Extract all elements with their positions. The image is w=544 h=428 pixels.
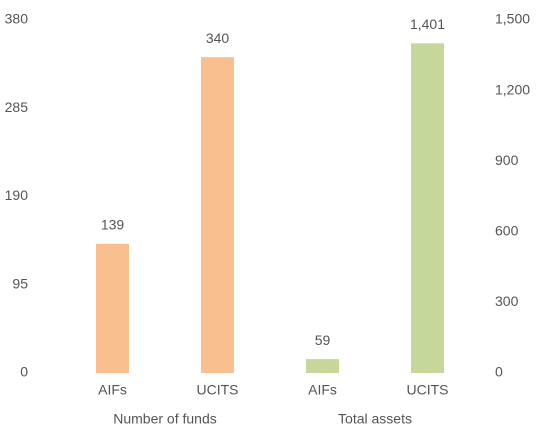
group-label: Total assets — [338, 411, 412, 427]
y2-tick-label: 1,500 — [495, 11, 530, 27]
x-tick-label: AIFs — [98, 382, 127, 398]
y2-tick-label: 600 — [495, 223, 519, 239]
x-tick-label: AIFs — [308, 382, 337, 398]
value-label: 340 — [206, 30, 230, 46]
y-tick-label: 0 — [20, 364, 28, 380]
bar — [96, 243, 129, 373]
y2-tick-label: 1,200 — [495, 81, 530, 97]
bar — [201, 57, 234, 373]
y2-tick-label: 900 — [495, 152, 519, 168]
value-label: 1,401 — [410, 16, 445, 32]
x-tick-label: UCITS — [407, 382, 449, 398]
y-tick-label: 285 — [5, 99, 29, 115]
x-tick-label: UCITS — [197, 382, 239, 398]
value-label: 59 — [315, 332, 331, 348]
y-tick-label: 190 — [5, 187, 29, 203]
y2-tick-label: 0 — [495, 364, 503, 380]
value-label: 139 — [101, 217, 125, 233]
group-label: Number of funds — [113, 411, 217, 427]
bar — [306, 359, 339, 373]
y-tick-label: 95 — [12, 275, 28, 291]
y-tick-label: 380 — [5, 11, 29, 27]
y2-tick-label: 300 — [495, 293, 519, 309]
bar — [411, 43, 444, 373]
